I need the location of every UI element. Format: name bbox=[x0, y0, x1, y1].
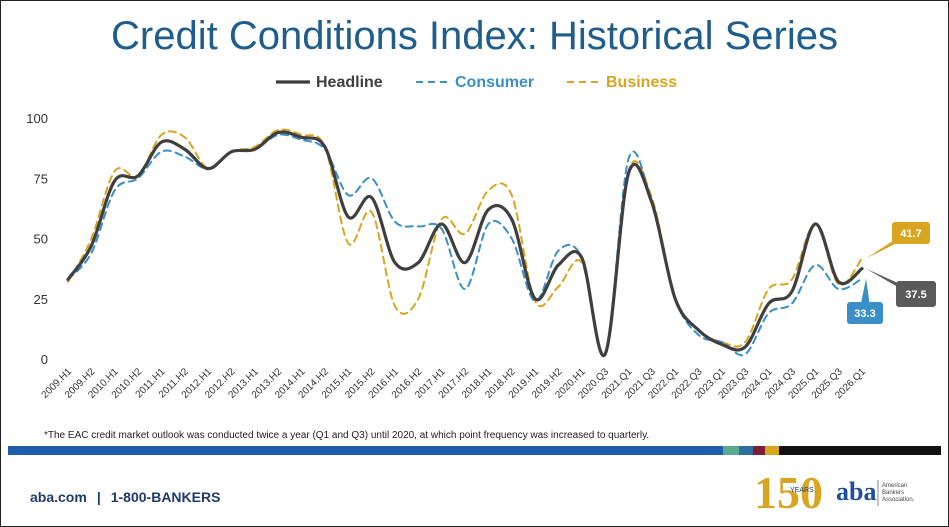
callout-box-headline bbox=[896, 281, 936, 307]
aba-name-line-2: Bankers bbox=[882, 490, 904, 496]
band-segment-2 bbox=[739, 446, 753, 455]
anniversary-logo: 150 YEARS bbox=[754, 467, 823, 518]
footnote: *The EAC credit market outlook was condu… bbox=[44, 430, 650, 441]
footer-logos: 150 YEARS aba American Bankers Associati… bbox=[754, 467, 915, 518]
aba-name-line-3: Association. bbox=[882, 497, 915, 503]
y-tick-label-100: 100 bbox=[26, 111, 48, 126]
legend-label-consumer: Consumer bbox=[455, 74, 534, 91]
band-segment-3 bbox=[753, 446, 765, 455]
footer-contact: aba.com | 1-800-BANKERS bbox=[30, 489, 220, 505]
anniversary-number: 150 bbox=[754, 467, 823, 518]
band-segment-4 bbox=[765, 446, 779, 455]
footer-website-link[interactable]: aba.com bbox=[30, 489, 87, 505]
band-black bbox=[779, 446, 941, 455]
callout-box-business bbox=[892, 222, 930, 244]
series-line-business bbox=[67, 128, 863, 357]
band-blue bbox=[8, 446, 723, 455]
callout-box-consumer bbox=[847, 302, 883, 324]
y-tick-label-0: 0 bbox=[41, 352, 48, 367]
footer-color-band bbox=[8, 446, 941, 455]
aba-monogram: aba bbox=[836, 477, 876, 506]
y-tick-label-50: 50 bbox=[34, 232, 48, 247]
footer-phone[interactable]: 1-800-BANKERS bbox=[110, 489, 221, 505]
legend-label-headline: Headline bbox=[316, 74, 383, 91]
anniversary-years-text: YEARS bbox=[790, 487, 814, 494]
y-tick-label-75: 75 bbox=[34, 171, 48, 186]
end-value-label-headline: 37.5 bbox=[905, 289, 926, 301]
end-value-label-business: 41.7 bbox=[900, 228, 921, 240]
footer-separator: | bbox=[96, 489, 101, 505]
aba-logo: aba American Bankers Association. bbox=[836, 477, 915, 506]
band-segment-1 bbox=[723, 446, 739, 455]
aba-name-line-1: American bbox=[882, 483, 907, 489]
line-chart: 02550751002009.H12009.H22010.H12010.H220… bbox=[26, 74, 936, 401]
series-line-consumer bbox=[67, 133, 863, 358]
series-line-headline bbox=[66, 130, 864, 358]
y-tick-label-25: 25 bbox=[34, 292, 48, 307]
chart-title: Credit Conditions Index: Historical Seri… bbox=[111, 14, 838, 58]
end-value-label-consumer: 33.3 bbox=[854, 308, 875, 320]
legend-label-business: Business bbox=[606, 74, 677, 91]
